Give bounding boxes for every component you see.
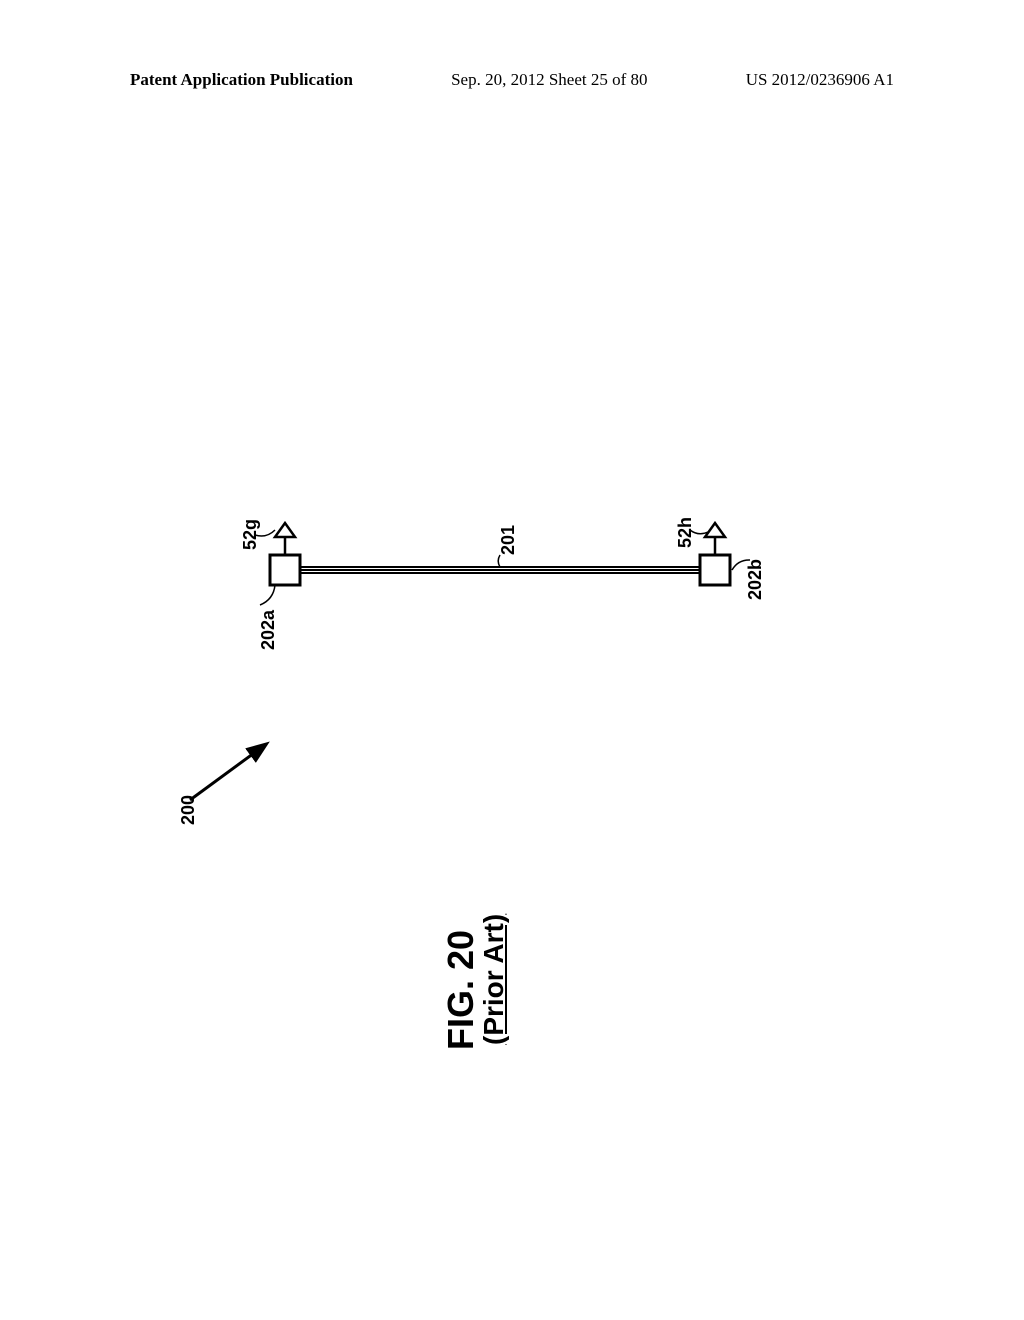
ref-52h: 52h xyxy=(675,517,696,548)
figure-prior-art: (Prior Art) xyxy=(478,914,510,1045)
ref-200: 200 xyxy=(178,795,199,825)
figure-number: FIG. 20 xyxy=(440,930,482,1050)
ref-201: 201 xyxy=(498,525,519,555)
ref-52g: 52g xyxy=(240,519,261,550)
figure-diagram xyxy=(0,0,1024,1320)
ref-202a: 202a xyxy=(258,610,279,650)
ref-202b: 202b xyxy=(745,559,766,600)
